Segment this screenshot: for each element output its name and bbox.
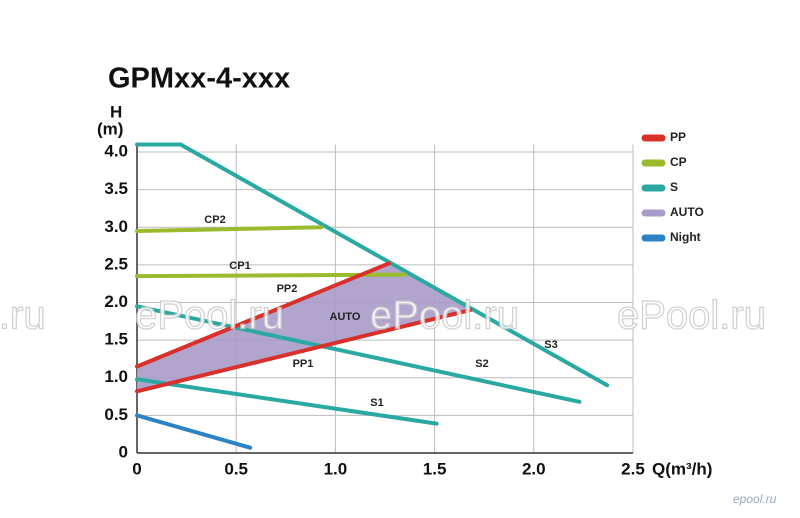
chart-title: GPMxx-4-xxx [108,63,290,95]
x-tick-label: 1.5 [423,459,447,478]
watermark: ePool.ru [370,294,519,338]
legend-label: PP [670,130,686,144]
curve-label: S2 [475,358,488,370]
curve-label: CP2 [204,214,225,226]
x-tick-label: 1.0 [324,459,348,478]
curve-label: PP2 [277,283,298,295]
curve [135,225,324,234]
curve-label: PP1 [293,358,314,370]
x-tick-label: 0 [132,459,141,478]
watermark: ePool.ru [135,294,284,338]
y-tick-label: 3.5 [104,179,128,198]
x-tick-label: 0.5 [224,459,248,478]
y-axis-unit: (m) [97,119,123,138]
watermark: ePool.ru [617,294,766,338]
x-tick-label: 2.5 [621,459,645,478]
corner-mark: epool.ru [733,492,777,506]
y-tick-label: 2.0 [104,292,128,311]
curve [135,304,582,404]
y-tick-label: 0 [119,442,128,461]
watermark: l.ru [0,294,46,338]
area [137,263,471,392]
y-tick-label: 0.5 [104,405,128,424]
legend-label: CP [670,155,687,169]
curve-label: S3 [544,339,557,351]
y-tick-label: 4.0 [104,142,128,161]
y-axis-label: H [110,102,122,121]
curve-label: AUTO [330,311,361,323]
y-tick-label: 1.0 [104,367,128,386]
curve-label: CP1 [229,260,250,272]
y-tick-label: 3.0 [104,217,128,236]
legend-label: Night [670,230,701,244]
legend-label: AUTO [670,205,704,219]
legend-label: S [670,180,678,194]
y-tick-label: 1.5 [104,330,128,349]
x-tick-label: 2.0 [522,459,546,478]
curve [135,308,473,394]
curve [135,413,253,450]
curve [135,377,439,426]
curve-label: S1 [370,397,383,409]
curve [135,261,391,369]
x-axis-label: Q(m³/h) [652,459,712,478]
curve [135,142,610,388]
y-tick-label: 2.5 [104,254,128,273]
